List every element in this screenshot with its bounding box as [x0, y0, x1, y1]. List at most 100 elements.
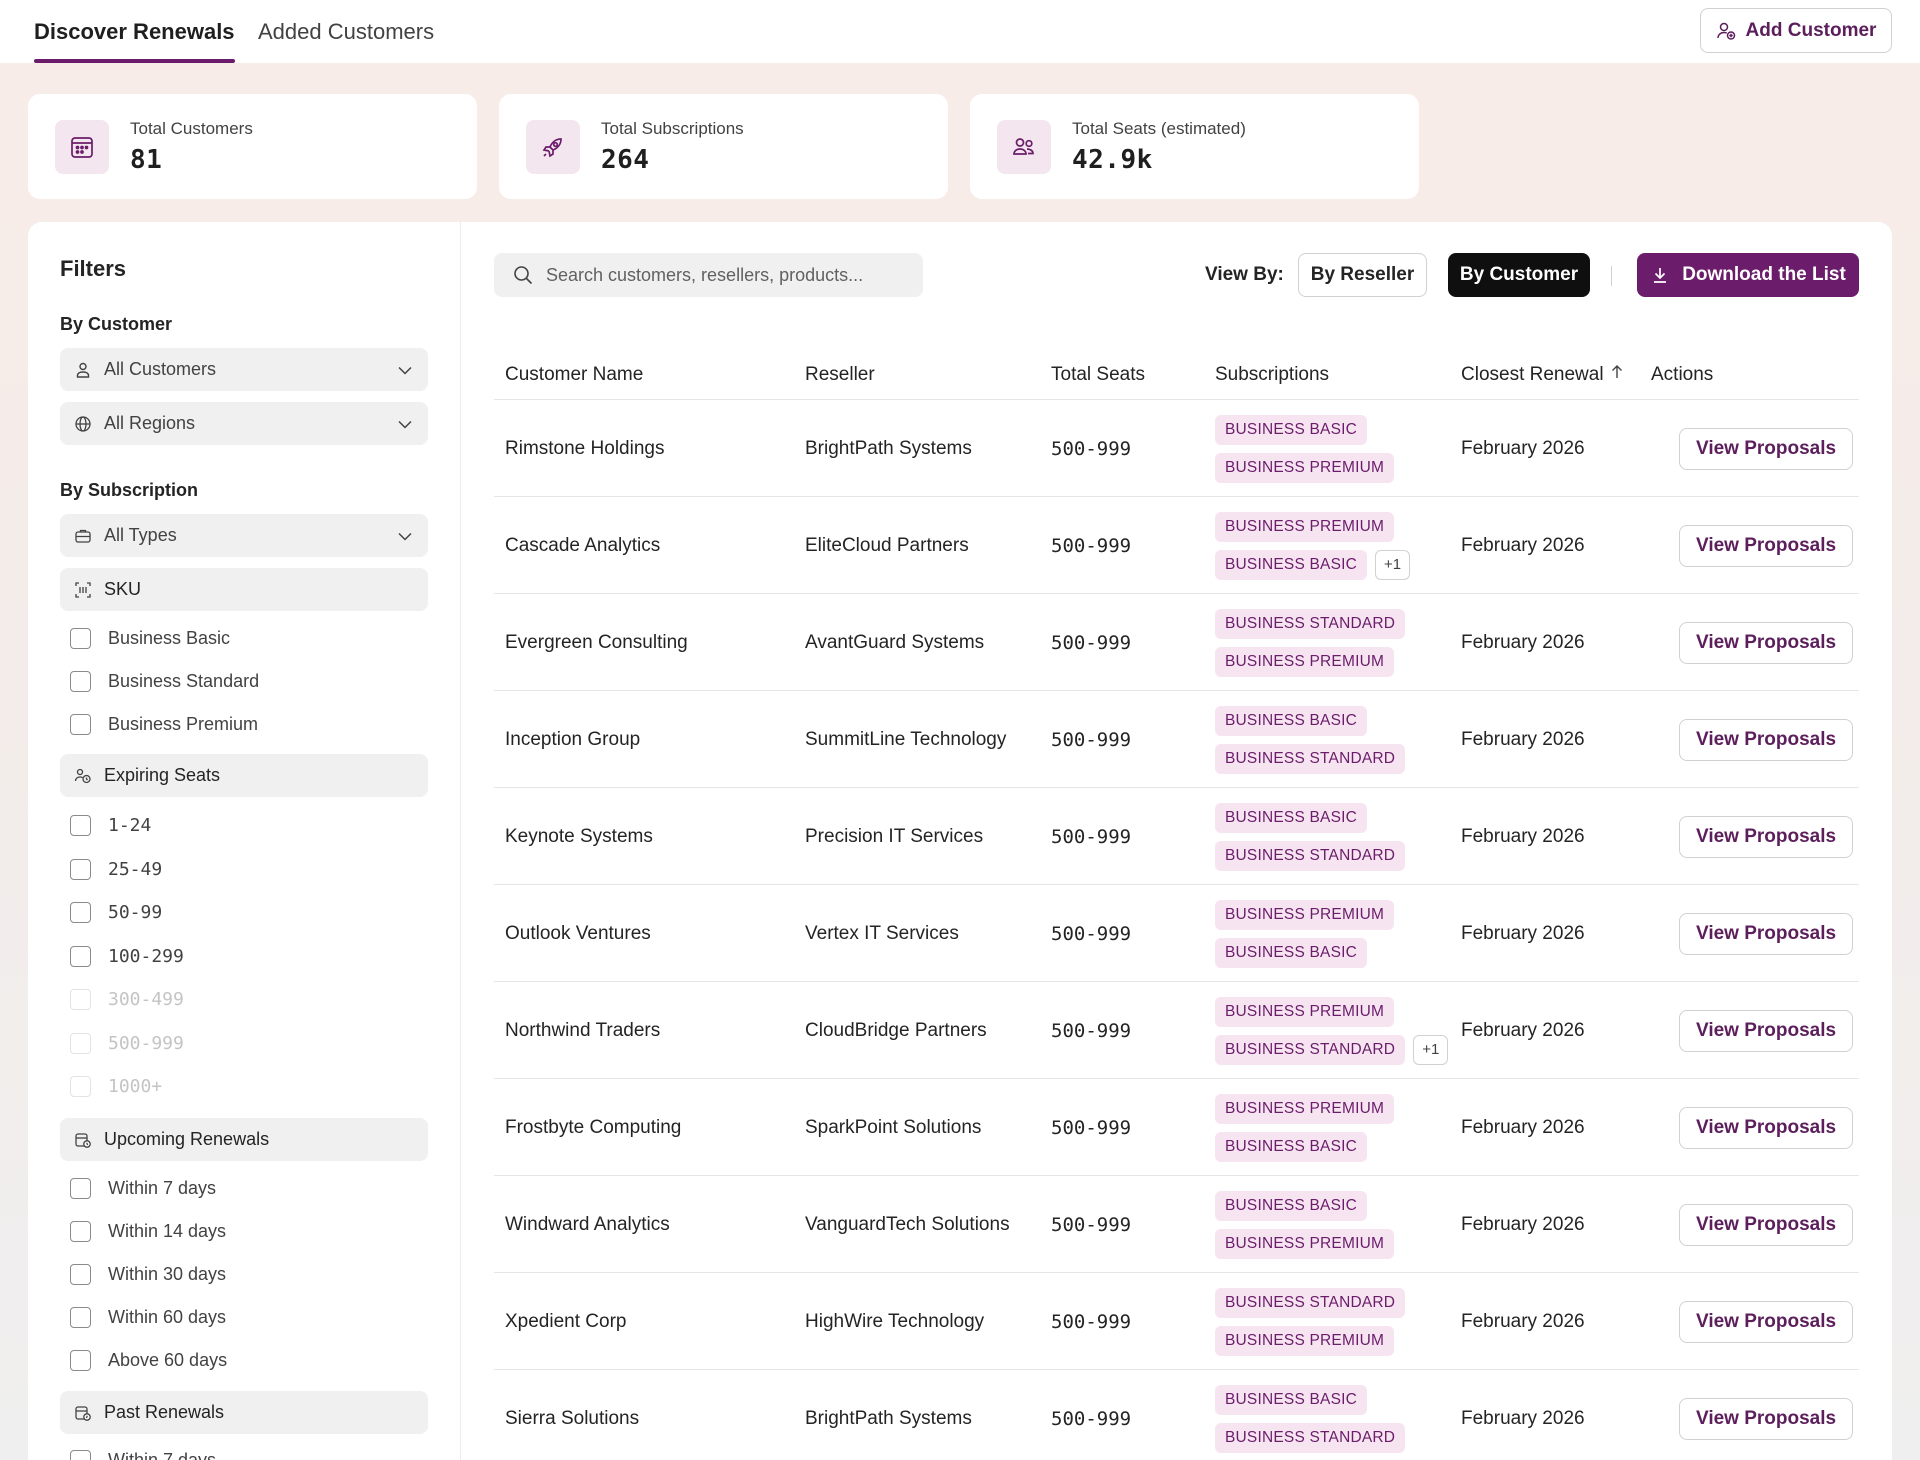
checkbox-business-basic[interactable]: Business Basic: [70, 625, 230, 651]
checkbox-past-7-days[interactable]: Within 7 days: [70, 1447, 216, 1460]
tab-added-customers[interactable]: Added Customers: [258, 19, 435, 44]
checkbox-seats-500-999: 500-999: [70, 1030, 184, 1056]
checkbox-upcoming-above-60-days[interactable]: Above 60 days: [70, 1347, 227, 1373]
top-tab-bar: Discover Renewals Added Customers Add Cu…: [0, 0, 1920, 63]
view-proposals-button[interactable]: View Proposals: [1679, 524, 1854, 567]
column-header-subscriptions: Subscriptions: [1215, 364, 1330, 385]
view-proposals-button[interactable]: View Proposals: [1679, 1009, 1854, 1052]
subscription-badge: BUSINESS BASIC: [1215, 802, 1368, 833]
subscription-badge: BUSINESS PREMIUM: [1215, 646, 1395, 677]
subscriptions-cell: BUSINESS BASIC BUSINESS PREMIUM: [1215, 400, 1395, 497]
renewals-table: Customer Name Reseller Total Seats Subsc…: [494, 350, 1859, 1460]
customer-name-cell: Evergreen Consulting: [505, 631, 688, 653]
chevron-down-icon: [396, 527, 414, 545]
subscriptions-cell: BUSINESS PREMIUM BUSINESS BASIC: [1215, 1079, 1395, 1176]
column-header-reseller: Reseller: [805, 364, 875, 385]
checkbox-label: Within 14 days: [108, 1220, 227, 1241]
view-proposals-button[interactable]: View Proposals: [1679, 1300, 1854, 1343]
checkbox-upcoming-7-days[interactable]: Within 7 days: [70, 1175, 216, 1201]
checkbox-seats-50-99[interactable]: 50-99: [70, 899, 162, 925]
checkbox-seats-1-24[interactable]: 1-24: [70, 812, 151, 838]
rocket-icon: [526, 119, 580, 174]
total-seats-cell: 500-999: [1051, 825, 1132, 848]
view-by-reseller-button[interactable]: By Reseller: [1298, 253, 1427, 297]
reseller-cell: CloudBridge Partners: [805, 1019, 987, 1041]
subscriptions-cell: BUSINESS STANDARD BUSINESS PREMIUM: [1215, 594, 1406, 691]
subscription-badge: BUSINESS STANDARD: [1215, 1422, 1406, 1453]
subscription-badge: BUSINESS STANDARD: [1215, 743, 1406, 774]
chevron-down-icon: [396, 415, 414, 433]
checkbox-label: Business Basic: [108, 627, 231, 648]
table-body: Rimstone Holdings BrightPath Systems 500…: [494, 400, 1859, 1460]
search-input[interactable]: [546, 264, 905, 286]
checkbox-upcoming-60-days[interactable]: Within 60 days: [70, 1304, 226, 1330]
customer-name-cell: Outlook Ventures: [505, 922, 651, 944]
person-add-icon: [1716, 21, 1736, 41]
view-proposals-button[interactable]: View Proposals: [1679, 621, 1854, 664]
checkbox-upcoming-14-days[interactable]: Within 14 days: [70, 1218, 226, 1244]
total-seats-cell: 500-999: [1051, 922, 1132, 945]
stat-card-total-seats: Total Seats (estimated) 42.9k: [970, 94, 1419, 199]
sku-group-header: SKU: [60, 568, 428, 611]
checkbox-label: 1-24: [108, 814, 152, 836]
column-header-closest-renewal[interactable]: Closest Renewal: [1461, 350, 1624, 400]
customer-dropdown[interactable]: All Customers: [60, 348, 428, 391]
closest-renewal-cell: February 2026: [1461, 1116, 1585, 1138]
stat-value: 42.9k: [1072, 144, 1153, 175]
column-header-label: Closest Renewal: [1461, 364, 1604, 386]
view-proposals-button[interactable]: View Proposals: [1679, 912, 1854, 955]
table-row: Keynote Systems Precision IT Services 50…: [494, 788, 1859, 885]
table-row: Rimstone Holdings BrightPath Systems 500…: [494, 400, 1859, 497]
tab-discover-renewals[interactable]: Discover Renewals: [34, 0, 235, 63]
column-header-total-seats: Total Seats: [1051, 364, 1145, 385]
table-row: Frostbyte Computing SparkPoint Solutions…: [494, 1079, 1859, 1176]
subscription-badge: BUSINESS PREMIUM: [1215, 1093, 1395, 1124]
total-seats-cell: 500-999: [1051, 1310, 1132, 1333]
view-proposals-button[interactable]: View Proposals: [1679, 1397, 1854, 1440]
calendar-icon: [55, 119, 109, 174]
download-list-button[interactable]: Download the List: [1637, 253, 1859, 297]
region-dropdown-value: All Regions: [104, 413, 196, 433]
customer-name-cell: Rimstone Holdings: [505, 437, 665, 459]
checkbox-business-premium[interactable]: Business Premium: [70, 711, 258, 737]
subscription-badge: BUSINESS BASIC: [1215, 937, 1368, 968]
search-box: [494, 253, 923, 297]
checkbox-seats-100-299[interactable]: 100-299: [70, 943, 184, 969]
more-subscriptions-badge[interactable]: +1: [1375, 549, 1411, 580]
view-proposals-button[interactable]: View Proposals: [1679, 1106, 1854, 1149]
view-by-customer-button[interactable]: By Customer: [1448, 253, 1590, 297]
more-subscriptions-badge[interactable]: +1: [1413, 1034, 1449, 1065]
checkbox-business-standard[interactable]: Business Standard: [70, 668, 259, 694]
total-seats-cell: 500-999: [1051, 437, 1132, 460]
people-icon: [997, 119, 1051, 174]
checkbox-upcoming-30-days[interactable]: Within 30 days: [70, 1261, 226, 1287]
closest-renewal-cell: February 2026: [1461, 1019, 1585, 1041]
checkbox-label: 300-499: [108, 988, 184, 1010]
add-customer-button[interactable]: Add Customer: [1700, 8, 1892, 53]
customer-name-cell: Inception Group: [505, 728, 641, 750]
total-seats-cell: 500-999: [1051, 1116, 1132, 1139]
reseller-cell: Precision IT Services: [805, 825, 984, 847]
calendar-clock-icon: [74, 1131, 92, 1149]
filters-sidebar: Filters By Customer All Customers All Re…: [28, 222, 461, 1460]
closest-renewal-cell: February 2026: [1461, 534, 1585, 556]
subscriptions-cell: BUSINESS BASIC BUSINESS STANDARD: [1215, 1370, 1406, 1460]
view-proposals-button[interactable]: View Proposals: [1679, 1203, 1854, 1246]
region-dropdown[interactable]: All Regions: [60, 402, 428, 445]
subscription-badge: BUSINESS BASIC: [1215, 549, 1368, 580]
view-proposals-button[interactable]: View Proposals: [1679, 718, 1854, 761]
type-dropdown[interactable]: All Types: [60, 514, 428, 557]
view-proposals-button[interactable]: View Proposals: [1679, 427, 1854, 470]
checkbox-label: Business Premium: [108, 713, 259, 734]
past-renewals-label: Past Renewals: [104, 1402, 225, 1422]
checkbox-seats-25-49[interactable]: 25-49: [70, 856, 162, 882]
by-customer-label: By Customer: [60, 314, 173, 334]
closest-renewal-cell: February 2026: [1461, 1310, 1585, 1332]
person-icon: [74, 361, 92, 379]
subscriptions-cell: BUSINESS BASIC BUSINESS STANDARD: [1215, 788, 1406, 885]
checkbox-label: Business Standard: [108, 670, 260, 691]
reseller-cell: SummitLine Technology: [805, 728, 1007, 750]
customer-name-cell: Xpedient Corp: [505, 1310, 627, 1332]
column-header-customer-name: Customer Name: [505, 364, 644, 385]
view-proposals-button[interactable]: View Proposals: [1679, 815, 1854, 858]
